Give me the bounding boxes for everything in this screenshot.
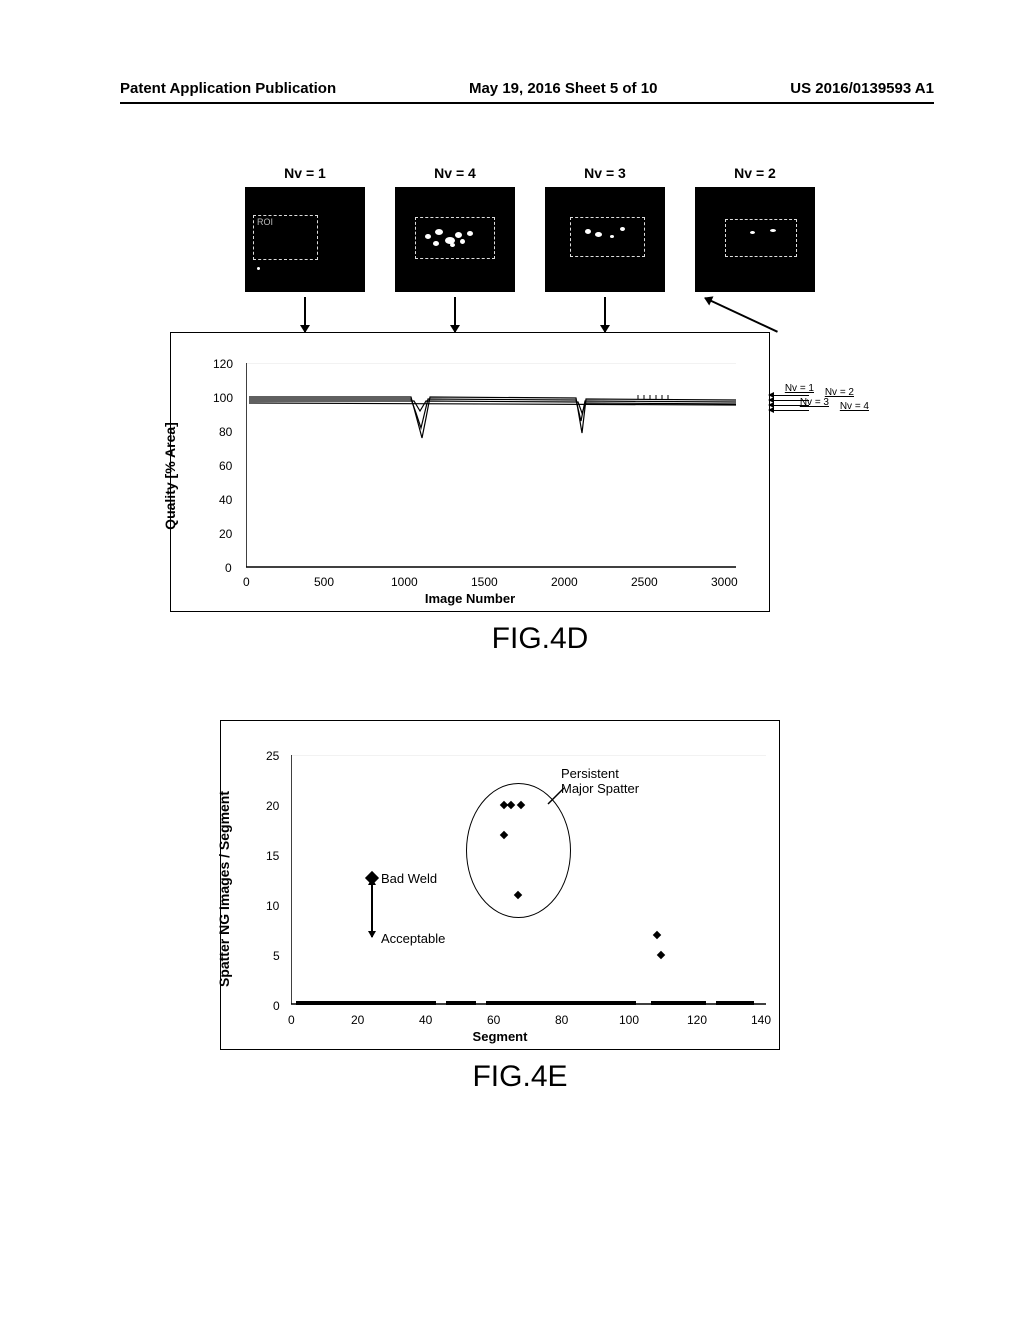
thumbnail-nv3: Nv = 3 bbox=[545, 165, 665, 332]
pointer-arrow bbox=[304, 297, 306, 332]
pointer-arrow bbox=[604, 297, 606, 332]
spatter-dot bbox=[610, 235, 614, 238]
y-tick: 40 bbox=[219, 493, 232, 507]
thumbnail-label: Nv = 3 bbox=[584, 165, 626, 181]
nv-arrow bbox=[769, 395, 809, 396]
x-tick: 1000 bbox=[391, 575, 418, 589]
x-tick: 500 bbox=[314, 575, 334, 589]
x-tick: 1500 bbox=[471, 575, 498, 589]
page-header: Patent Application Publication May 19, 2… bbox=[120, 80, 934, 97]
nv-legend-4: Nv = 4 bbox=[840, 401, 869, 412]
header-rule bbox=[120, 102, 934, 104]
nv-arrow bbox=[769, 400, 809, 401]
y-tick: 5 bbox=[273, 949, 280, 963]
pointer-arrow-diagonal bbox=[705, 297, 778, 333]
figure-caption-4d: FIG.4D bbox=[200, 622, 880, 656]
plot-svg bbox=[246, 363, 736, 568]
y-tick: 20 bbox=[219, 527, 232, 541]
chart-4e: Spatter NG Images / Segment 25 20 15 10 … bbox=[220, 720, 780, 1050]
thumbnail-image bbox=[545, 187, 665, 292]
spatter-cluster bbox=[425, 229, 485, 251]
chart-4d: Quality [% Area] 120 100 80 60 40 20 0 0… bbox=[170, 332, 770, 612]
x-axis-label: Image Number bbox=[171, 591, 769, 606]
thumbnail-label: Nv = 1 bbox=[284, 165, 326, 181]
nv-legend-2: Nv = 2 bbox=[825, 387, 854, 398]
y-tick: 100 bbox=[213, 391, 233, 405]
double-arrow bbox=[371, 879, 373, 937]
thumbnail-image bbox=[695, 187, 815, 292]
y-tick: 10 bbox=[266, 899, 279, 913]
annotation-persistent: Persistent Major Spatter bbox=[561, 766, 639, 796]
y-tick: 60 bbox=[219, 459, 232, 473]
x-tick: 140 bbox=[751, 1013, 771, 1027]
x-tick: 0 bbox=[288, 1013, 295, 1027]
roi-label: ROI bbox=[257, 217, 273, 227]
x-tick: 2500 bbox=[631, 575, 658, 589]
spatter-dot bbox=[750, 231, 755, 234]
figure-caption-4e: FIG.4E bbox=[220, 1060, 820, 1094]
nv-legend-3: Nv = 3 bbox=[800, 397, 829, 408]
spatter-dot bbox=[770, 229, 776, 232]
header-center: May 19, 2016 Sheet 5 of 10 bbox=[469, 80, 657, 97]
header-left: Patent Application Publication bbox=[120, 80, 336, 97]
figure-4d: Nv = 1 ROI Nv = 4 bbox=[140, 165, 880, 656]
x-tick: 2000 bbox=[551, 575, 578, 589]
spatter-dot bbox=[257, 267, 260, 270]
y-tick: 80 bbox=[219, 425, 232, 439]
nv-legend-1: Nv = 1 bbox=[785, 383, 814, 394]
y-axis-label: Quality [% Area] bbox=[162, 422, 178, 530]
thumbnail-image: ROI bbox=[245, 187, 365, 292]
x-tick: 80 bbox=[555, 1013, 568, 1027]
nv-arrow bbox=[769, 410, 809, 411]
y-tick: 120 bbox=[213, 357, 233, 371]
x-tick: 40 bbox=[419, 1013, 432, 1027]
thumbnail-label: Nv = 4 bbox=[434, 165, 476, 181]
roi-box bbox=[570, 217, 645, 257]
thumbnail-nv4: Nv = 4 bbox=[395, 165, 515, 332]
x-tick: 20 bbox=[351, 1013, 364, 1027]
thumbnail-nv2: Nv = 2 bbox=[695, 165, 815, 332]
pointer-arrow bbox=[454, 297, 456, 332]
x-tick: 100 bbox=[619, 1013, 639, 1027]
y-tick: 0 bbox=[273, 999, 280, 1013]
y-tick: 15 bbox=[266, 849, 279, 863]
spatter-dot bbox=[585, 229, 591, 234]
y-tick: 0 bbox=[225, 561, 232, 575]
nv-arrow bbox=[769, 405, 809, 406]
x-tick: 60 bbox=[487, 1013, 500, 1027]
annotation-pointer bbox=[546, 786, 566, 806]
y-tick: 25 bbox=[266, 749, 279, 763]
spatter-dot bbox=[620, 227, 625, 231]
image-thumbnail-row: Nv = 1 ROI Nv = 4 bbox=[180, 165, 880, 332]
roi-box bbox=[725, 219, 797, 257]
thumbnail-nv1: Nv = 1 ROI bbox=[245, 165, 365, 332]
header-right: US 2016/0139593 A1 bbox=[790, 80, 934, 97]
x-tick: 120 bbox=[687, 1013, 707, 1027]
y-axis-label: Spatter NG Images / Segment bbox=[216, 791, 232, 987]
figure-4e: Spatter NG Images / Segment 25 20 15 10 … bbox=[220, 720, 820, 1094]
x-tick: 0 bbox=[243, 575, 250, 589]
y-tick: 20 bbox=[266, 799, 279, 813]
x-axis-label: Segment bbox=[221, 1029, 779, 1044]
annotation-bad-weld: Bad Weld bbox=[381, 871, 437, 886]
x-tick: 3000 bbox=[711, 575, 738, 589]
annotation-acceptable: Acceptable bbox=[381, 931, 445, 946]
thumbnail-label: Nv = 2 bbox=[734, 165, 776, 181]
thumbnail-image bbox=[395, 187, 515, 292]
spatter-dot bbox=[595, 232, 602, 237]
